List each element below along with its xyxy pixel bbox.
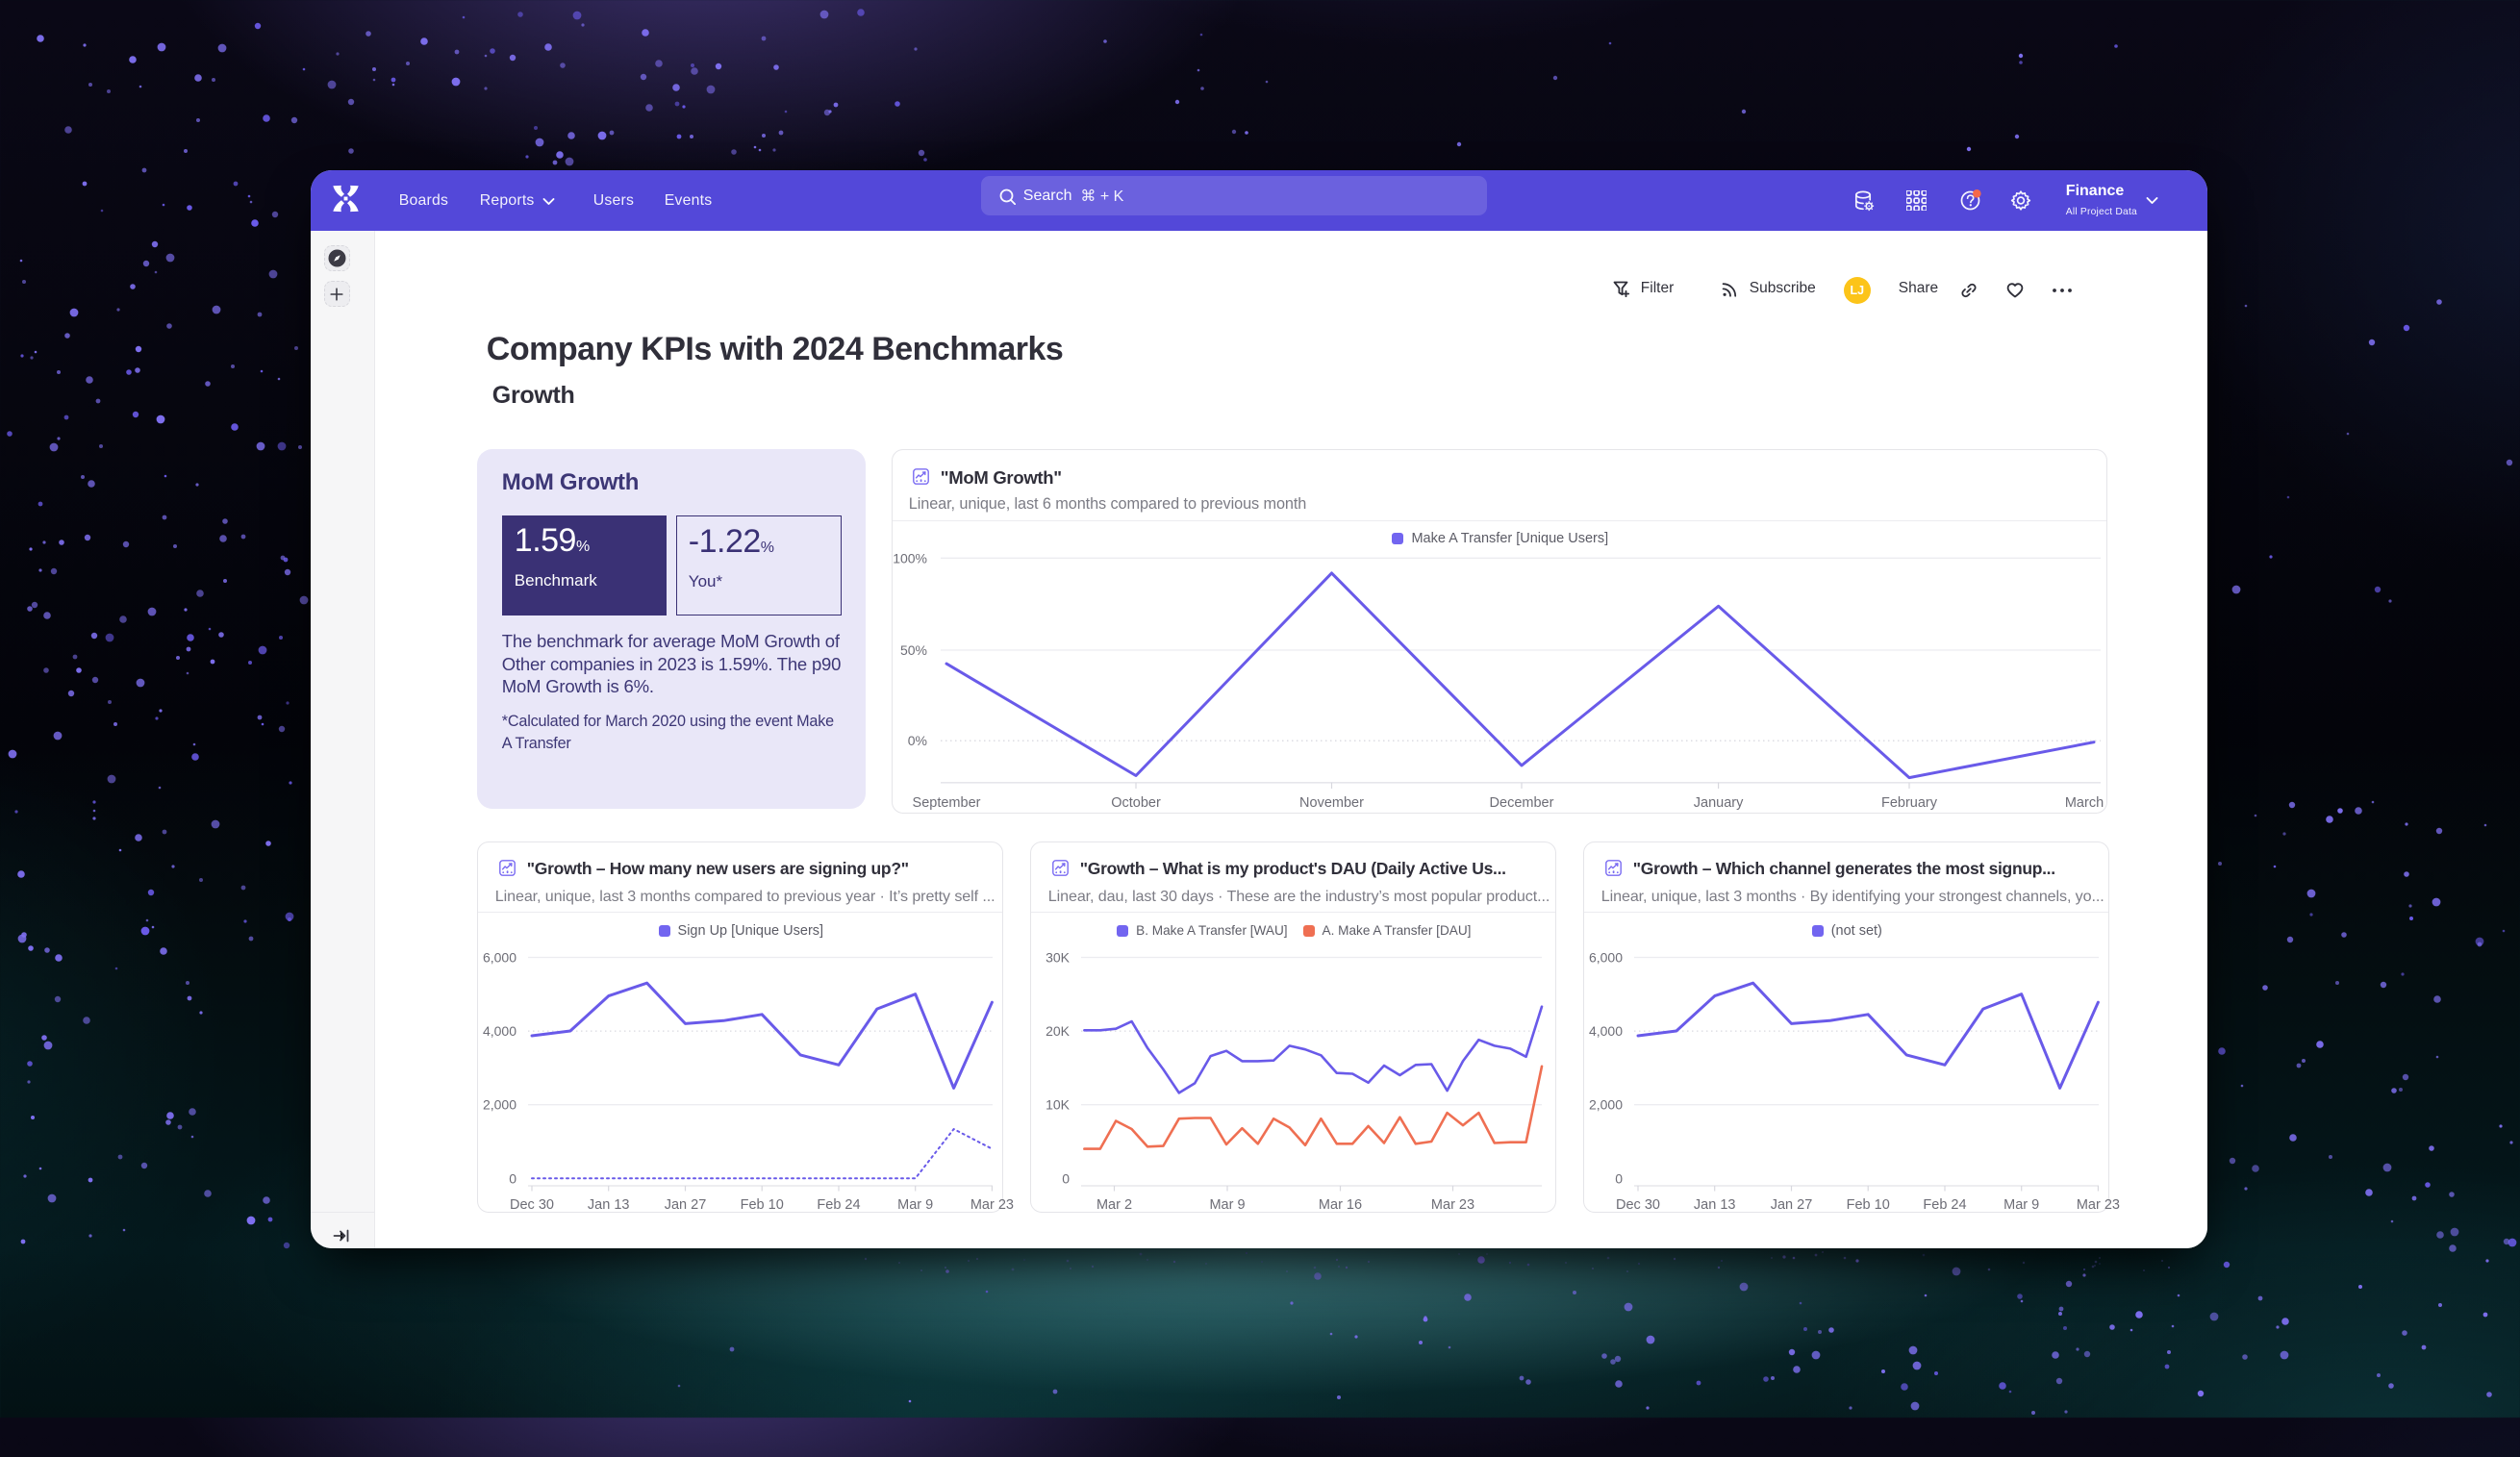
svg-text:Mar 23: Mar 23 bbox=[2077, 1197, 2120, 1213]
svg-text:Mar 23: Mar 23 bbox=[1431, 1197, 1474, 1213]
svg-text:December: December bbox=[1489, 795, 1553, 811]
svg-text:100%: 100% bbox=[893, 551, 927, 566]
svg-text:Mar 2: Mar 2 bbox=[1096, 1197, 1132, 1213]
svg-text:10K: 10K bbox=[1046, 1097, 1071, 1113]
svg-text:4,000: 4,000 bbox=[483, 1023, 517, 1039]
svg-text:0: 0 bbox=[509, 1171, 517, 1187]
svg-text:January: January bbox=[1694, 795, 1744, 811]
svg-text:Jan 27: Jan 27 bbox=[665, 1197, 707, 1213]
svg-text:50%: 50% bbox=[900, 642, 927, 658]
svg-text:Mar 23: Mar 23 bbox=[970, 1197, 1014, 1213]
svg-text:Feb 24: Feb 24 bbox=[817, 1197, 860, 1213]
svg-text:September: September bbox=[912, 795, 980, 811]
svg-text:2,000: 2,000 bbox=[483, 1097, 517, 1113]
svg-text:Feb 10: Feb 10 bbox=[1846, 1197, 1889, 1213]
svg-text:Mar 16: Mar 16 bbox=[1319, 1197, 1362, 1213]
svg-text:0: 0 bbox=[1062, 1171, 1070, 1187]
svg-text:November: November bbox=[1299, 795, 1364, 811]
svg-text:March: March bbox=[2065, 795, 2104, 811]
svg-text:Jan 27: Jan 27 bbox=[1771, 1197, 1813, 1213]
svg-text:Mar 9: Mar 9 bbox=[1209, 1197, 1245, 1213]
svg-text:Jan 13: Jan 13 bbox=[1694, 1197, 1736, 1213]
svg-text:Mar 9: Mar 9 bbox=[2003, 1197, 2039, 1213]
svg-text:Feb 24: Feb 24 bbox=[1923, 1197, 1966, 1213]
svg-text:Dec 30: Dec 30 bbox=[1616, 1197, 1660, 1213]
svg-text:0%: 0% bbox=[908, 734, 927, 749]
svg-text:20K: 20K bbox=[1046, 1023, 1071, 1039]
svg-text:Feb 10: Feb 10 bbox=[740, 1197, 783, 1213]
svg-text:4,000: 4,000 bbox=[1589, 1023, 1623, 1039]
svg-text:Mar 9: Mar 9 bbox=[897, 1197, 933, 1213]
svg-text:October: October bbox=[1111, 795, 1161, 811]
svg-text:6,000: 6,000 bbox=[1589, 950, 1623, 966]
svg-text:30K: 30K bbox=[1046, 950, 1071, 966]
svg-text:Dec 30: Dec 30 bbox=[510, 1197, 554, 1213]
svg-text:Jan 13: Jan 13 bbox=[588, 1197, 630, 1213]
svg-text:February: February bbox=[1881, 795, 1938, 811]
svg-text:2,000: 2,000 bbox=[1589, 1097, 1623, 1113]
svg-text:6,000: 6,000 bbox=[483, 950, 517, 966]
svg-text:0: 0 bbox=[1615, 1171, 1623, 1187]
